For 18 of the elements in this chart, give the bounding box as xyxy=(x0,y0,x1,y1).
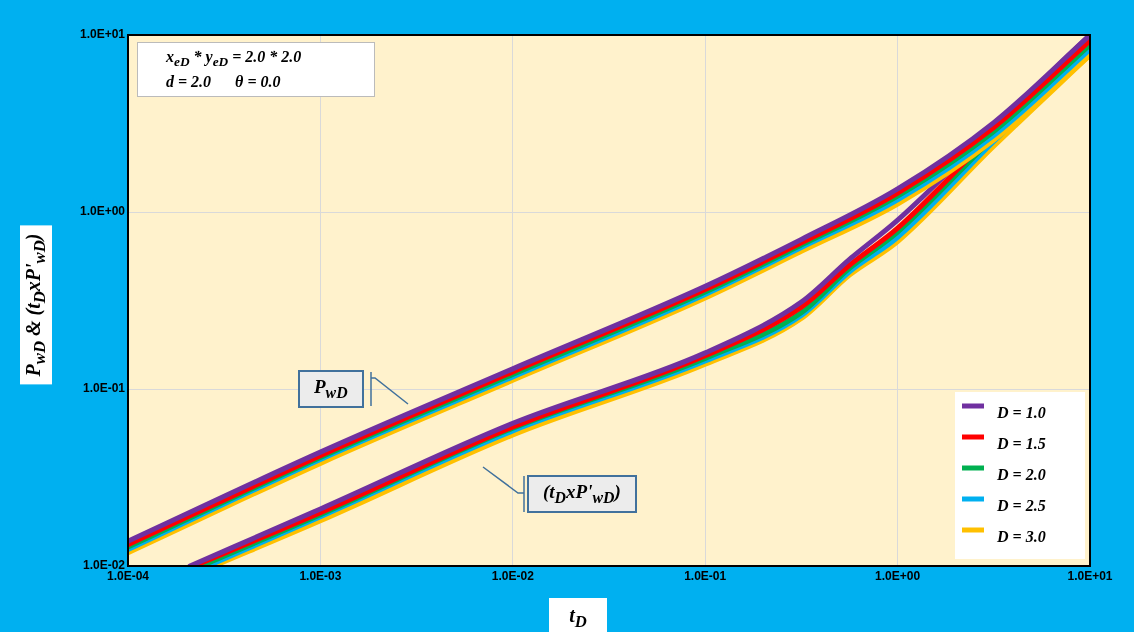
x-tick-label: 1.0E-04 xyxy=(106,568,150,583)
x-tick-label: 1.0E+01 xyxy=(1067,568,1113,583)
legend-label: D = 2.0 xyxy=(996,466,1046,484)
annotation: P$_{wD}$ xyxy=(298,370,364,408)
legend-label: D = 3.0 xyxy=(996,528,1046,546)
legend-label: D = 2.5 xyxy=(996,497,1046,515)
legend-label: D = 1.5 xyxy=(996,435,1046,453)
x-tick-label: 1.0E+00 xyxy=(875,568,921,583)
x-tick-label: 1.0E-03 xyxy=(299,568,342,583)
annotation: (t$_{D}$xP'$_{wD}$) xyxy=(527,475,637,513)
legend-label: D = 1.0 xyxy=(996,404,1046,422)
y-tick-label: 1.0E+01 xyxy=(79,27,126,42)
y-tick-label: 1.0E+00 xyxy=(79,204,126,219)
x-axis-title: t$_{D}$ xyxy=(549,598,607,632)
y-tick-label: 1.0E-01 xyxy=(82,381,126,396)
note-box: x$_{eD}$ * y$_{eD}$ = 2.0 * 2.0 d = 2.0 θ = 0.0 xyxy=(137,42,375,98)
x-tick-label: 1.0E-01 xyxy=(684,568,727,583)
x-tick-label: 1.0E-02 xyxy=(491,568,535,583)
